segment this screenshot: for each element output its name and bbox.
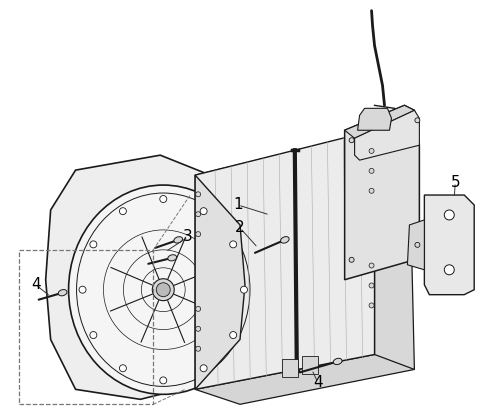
Text: 5: 5: [450, 175, 460, 190]
Ellipse shape: [281, 236, 289, 243]
Bar: [19, 250, 153, 404]
Ellipse shape: [90, 241, 97, 248]
Ellipse shape: [196, 212, 201, 217]
Ellipse shape: [230, 241, 237, 248]
Ellipse shape: [369, 263, 374, 268]
Ellipse shape: [369, 303, 374, 308]
Polygon shape: [345, 105, 414, 138]
Text: 4: 4: [31, 277, 40, 292]
Ellipse shape: [58, 289, 67, 296]
Polygon shape: [374, 130, 414, 370]
Ellipse shape: [90, 332, 97, 339]
Polygon shape: [195, 130, 409, 225]
Ellipse shape: [196, 192, 201, 197]
Ellipse shape: [69, 185, 258, 394]
Ellipse shape: [415, 242, 420, 247]
Ellipse shape: [369, 188, 374, 193]
Ellipse shape: [196, 326, 201, 331]
Ellipse shape: [369, 283, 374, 288]
Ellipse shape: [156, 283, 170, 297]
Ellipse shape: [240, 286, 248, 293]
Text: 2: 2: [235, 221, 245, 235]
Text: 4: 4: [313, 375, 323, 390]
Ellipse shape: [196, 306, 201, 311]
Polygon shape: [408, 220, 424, 270]
Text: 3: 3: [183, 230, 193, 244]
Polygon shape: [195, 339, 414, 404]
Ellipse shape: [200, 208, 207, 214]
Ellipse shape: [174, 237, 182, 243]
Polygon shape: [195, 175, 245, 389]
Ellipse shape: [415, 118, 420, 123]
Polygon shape: [358, 108, 392, 130]
Bar: [282, 359, 298, 377]
Ellipse shape: [349, 257, 354, 262]
Ellipse shape: [200, 365, 207, 372]
Ellipse shape: [168, 255, 177, 261]
Ellipse shape: [160, 377, 167, 384]
Ellipse shape: [152, 279, 174, 301]
Ellipse shape: [230, 332, 237, 339]
Polygon shape: [46, 155, 245, 399]
Polygon shape: [355, 110, 420, 160]
Ellipse shape: [444, 265, 454, 275]
Ellipse shape: [160, 195, 167, 203]
Ellipse shape: [196, 346, 201, 351]
Ellipse shape: [369, 168, 374, 173]
Ellipse shape: [196, 232, 201, 236]
Polygon shape: [424, 195, 474, 295]
Ellipse shape: [120, 365, 126, 372]
Ellipse shape: [444, 210, 454, 220]
Text: 1: 1: [233, 197, 243, 212]
Ellipse shape: [349, 138, 354, 143]
Ellipse shape: [333, 358, 342, 365]
Polygon shape: [195, 130, 374, 389]
Polygon shape: [345, 105, 420, 280]
Bar: [302, 357, 318, 374]
Ellipse shape: [369, 149, 374, 153]
Ellipse shape: [120, 208, 126, 214]
Ellipse shape: [79, 286, 86, 293]
